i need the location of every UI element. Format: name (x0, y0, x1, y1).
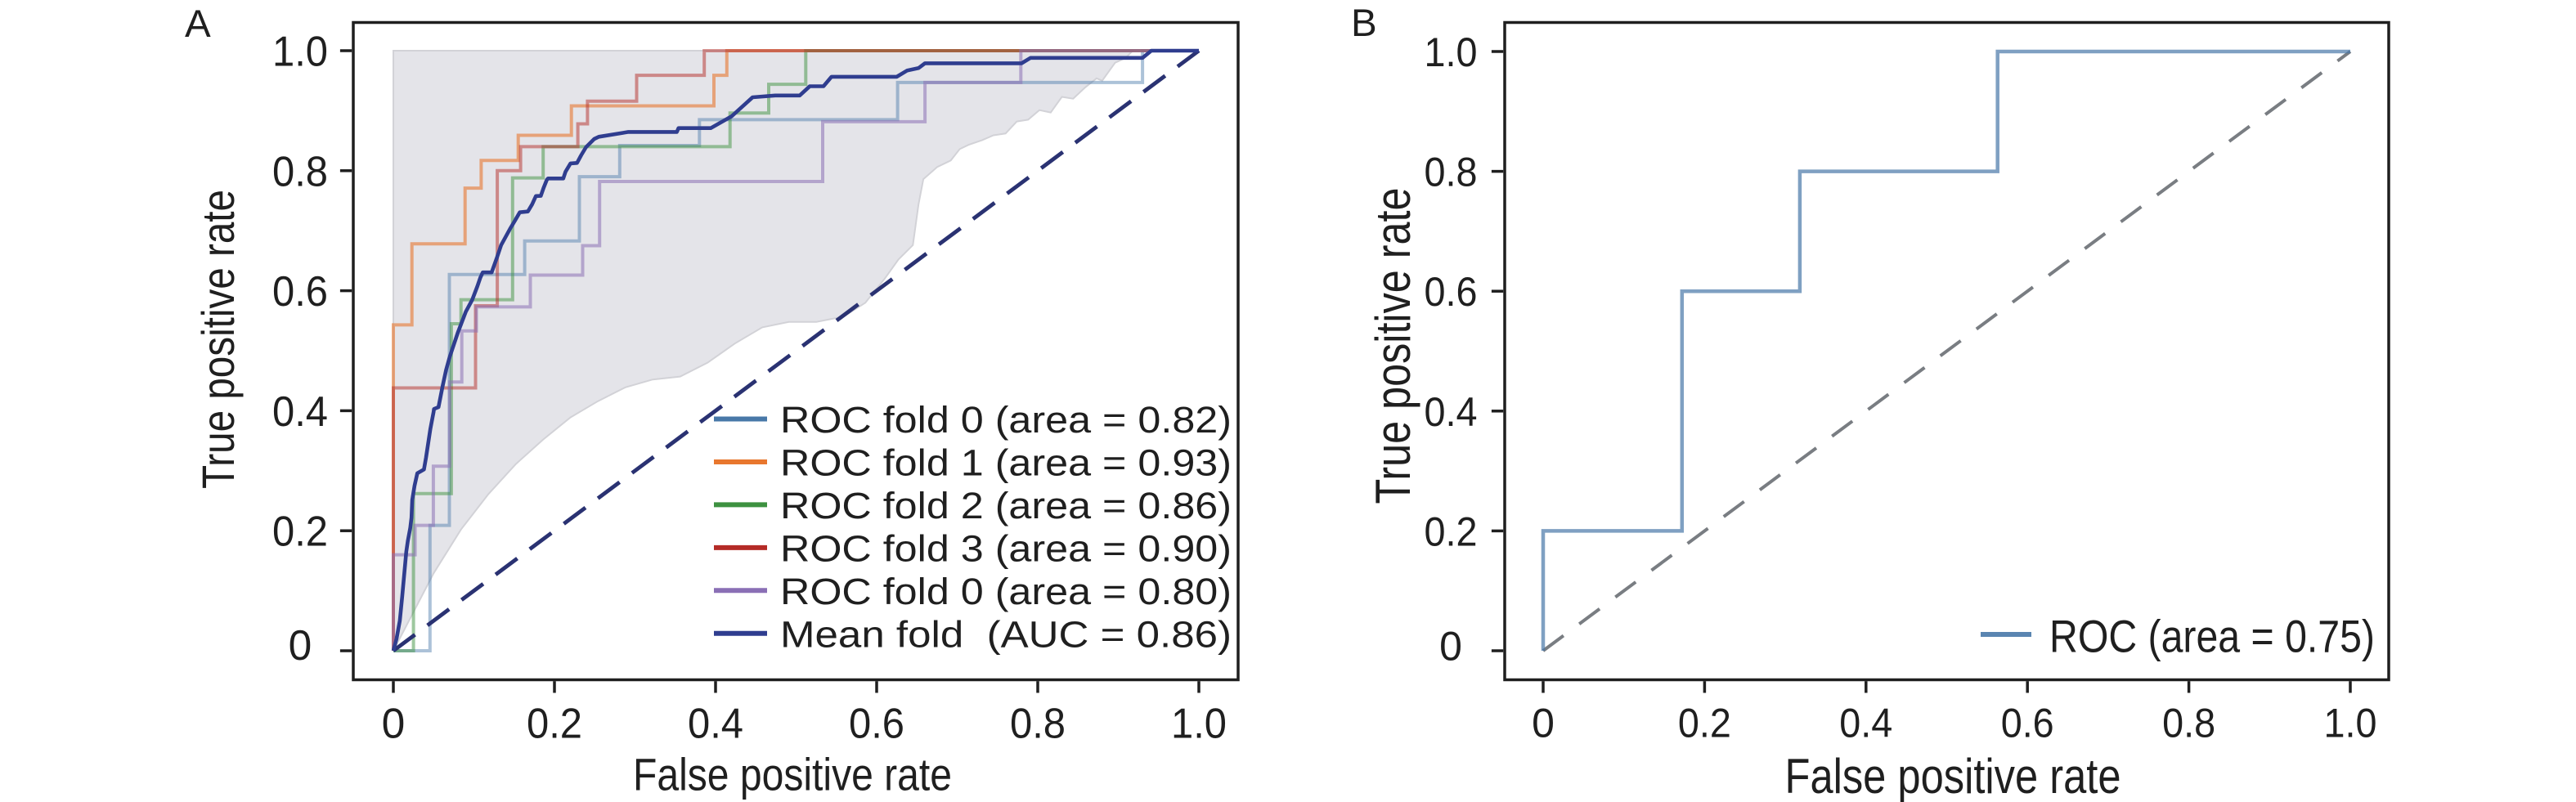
svg-text:ROC (area = 0.75): ROC (area = 0.75) (2049, 610, 2375, 661)
svg-text:ROC fold 1 (area = 0.93): ROC fold 1 (area = 0.93) (780, 442, 1232, 484)
svg-text:0.2: 0.2 (272, 508, 328, 555)
svg-text:A: A (185, 2, 211, 46)
svg-text:False positive rate: False positive rate (633, 748, 952, 800)
svg-text:0: 0 (1532, 701, 1555, 746)
svg-text:Mean fold (AUC = 0.86): Mean fold (AUC = 0.86) (780, 613, 1232, 655)
svg-text:1.0: 1.0 (1171, 699, 1227, 746)
svg-text:1.0: 1.0 (1425, 29, 1478, 75)
svg-text:0: 0 (1439, 624, 1462, 670)
svg-text:0.2: 0.2 (1425, 509, 1478, 554)
svg-text:0: 0 (289, 621, 312, 669)
svg-text:0.4: 0.4 (688, 699, 743, 746)
svg-text:0.4: 0.4 (272, 388, 328, 435)
svg-text:1.0: 1.0 (2324, 701, 2377, 746)
svg-text:0.6: 0.6 (849, 699, 904, 746)
svg-text:B: B (1351, 2, 1377, 45)
svg-text:True positive rate: True positive rate (1366, 188, 1420, 504)
svg-text:0.6: 0.6 (272, 267, 328, 315)
svg-text:0.8: 0.8 (272, 147, 328, 195)
svg-text:ROC fold 3 (area = 0.90): ROC fold 3 (area = 0.90) (780, 528, 1232, 570)
svg-text:0.8: 0.8 (1010, 699, 1066, 746)
svg-text:0.8: 0.8 (1425, 150, 1478, 195)
svg-text:0.4: 0.4 (1425, 389, 1478, 435)
svg-text:0.8: 0.8 (2162, 701, 2215, 746)
svg-text:0: 0 (382, 699, 406, 746)
svg-text:1.0: 1.0 (272, 28, 328, 75)
svg-text:0.4: 0.4 (1839, 701, 1892, 746)
svg-text:ROC fold 0 (area = 0.80): ROC fold 0 (area = 0.80) (780, 571, 1232, 612)
svg-text:0.2: 0.2 (527, 699, 582, 746)
svg-text:False positive rate: False positive rate (1785, 749, 2121, 802)
svg-text:ROC fold 0 (area = 0.82): ROC fold 0 (area = 0.82) (780, 399, 1232, 441)
svg-text:0.2: 0.2 (1678, 701, 1731, 746)
svg-text:0.6: 0.6 (2001, 701, 2054, 746)
svg-text:True positive rate: True positive rate (192, 190, 244, 489)
svg-text:ROC fold 2 (area = 0.86): ROC fold 2 (area = 0.86) (780, 485, 1232, 526)
svg-text:0.6: 0.6 (1425, 269, 1478, 315)
